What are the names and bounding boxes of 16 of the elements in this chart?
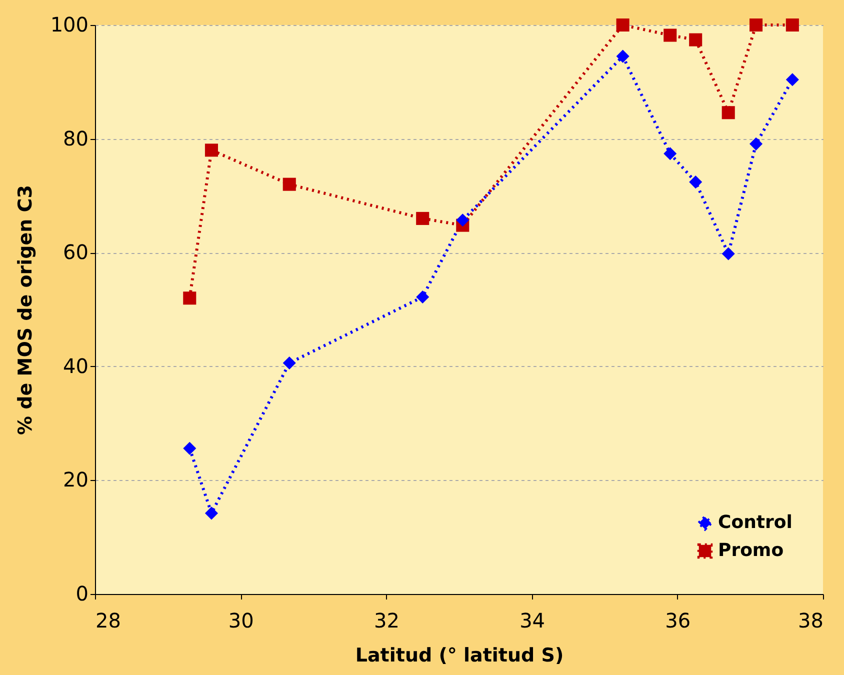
x-tick-label: 32 [374, 608, 400, 632]
y-tick-label: 80 [63, 126, 88, 150]
y-tick-label: 40 [63, 354, 88, 378]
x-tick-label: 28 [96, 608, 121, 632]
y-tick-label: 60 [63, 240, 88, 264]
y-axis-title: % de MOS de origen C3 [14, 185, 36, 435]
x-tick-label: 38 [798, 608, 824, 632]
y-tick-label: 0 [76, 582, 88, 606]
x-tick-label: 30 [228, 608, 254, 632]
x-tick-label: 34 [520, 608, 546, 632]
legend-label: Promo [718, 540, 784, 561]
x-axis-title: Latitud (° latitud S) [355, 644, 564, 666]
legend-label: Control [718, 512, 792, 533]
y-tick-label: 20 [63, 468, 88, 492]
x-tick-label: 36 [665, 608, 691, 632]
y-tick-label: 100 [50, 12, 88, 36]
